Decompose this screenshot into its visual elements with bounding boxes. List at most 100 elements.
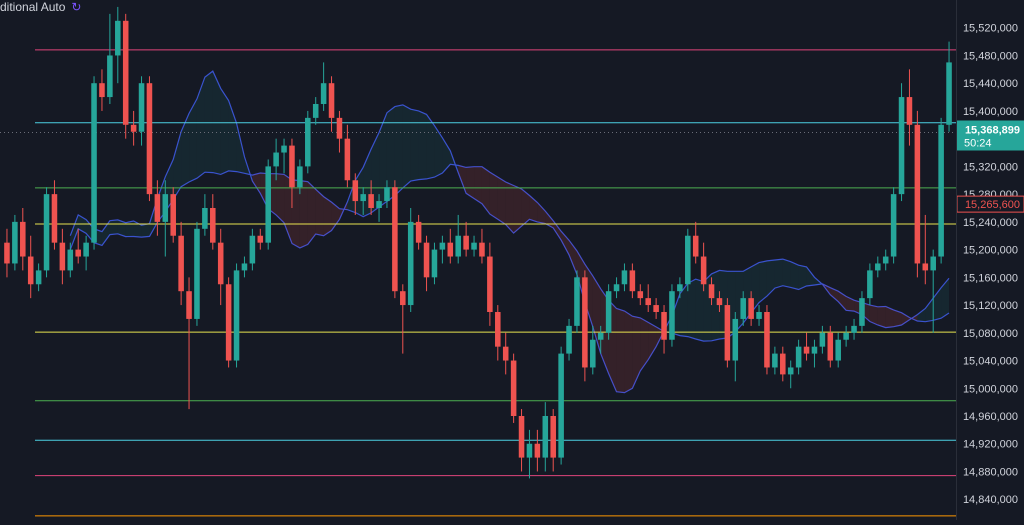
candle [320, 62, 327, 111]
indicator-label: ditional Auto [0, 0, 66, 14]
candle [27, 235, 34, 299]
candle [328, 76, 335, 132]
candle [605, 284, 612, 340]
candle [344, 124, 351, 188]
candle [653, 298, 659, 319]
candle [502, 332, 509, 375]
candle [685, 228, 691, 292]
current-price-label: 15,368,899 [965, 124, 1020, 136]
countdown-label: 50:24 [964, 137, 992, 149]
candle [257, 228, 264, 250]
candle [479, 228, 485, 264]
y-tick-label: 15,000,000 [963, 383, 1018, 395]
y-tick-label: 15,320,000 [963, 161, 1018, 173]
candle [566, 318, 572, 361]
y-tick-label: 14,840,000 [963, 494, 1018, 506]
y-tick-label: 15,120,000 [963, 300, 1018, 312]
candle [843, 325, 849, 347]
candle [20, 208, 26, 271]
y-tick-label: 15,200,000 [963, 245, 1018, 257]
candle [463, 221, 469, 257]
candle [225, 277, 232, 368]
candle [59, 228, 66, 285]
price-axis[interactable] [956, 0, 1024, 520]
candle [708, 277, 715, 306]
candle [732, 312, 739, 382]
candle [898, 83, 905, 202]
candle [938, 117, 944, 264]
candle [495, 305, 501, 361]
candle [289, 138, 295, 208]
candle [803, 332, 810, 361]
y-tick-label: 14,880,000 [963, 466, 1018, 478]
candle [281, 138, 287, 174]
candle [629, 263, 636, 299]
candle [130, 110, 137, 146]
y-tick-label: 15,400,000 [963, 106, 1018, 118]
candle [138, 76, 145, 146]
candle [233, 263, 240, 368]
candle [550, 409, 556, 472]
candle [360, 187, 366, 215]
candle [162, 180, 169, 257]
candle [590, 325, 596, 375]
candle [423, 235, 430, 292]
candle [835, 332, 841, 368]
candle [724, 298, 731, 368]
candle [447, 228, 454, 264]
candle [312, 97, 319, 125]
candle [748, 291, 754, 326]
candle [431, 242, 438, 285]
candle [764, 305, 770, 375]
candle [107, 13, 113, 104]
candle [534, 429, 541, 472]
y-tick-label: 15,160,000 [963, 272, 1018, 284]
candle [265, 159, 271, 250]
candle [669, 284, 675, 347]
candle [518, 409, 525, 472]
candle [772, 346, 778, 375]
candle [645, 284, 651, 312]
marked-price-label: 15,265,600 [965, 199, 1020, 211]
candles [4, 6, 952, 479]
candle [12, 214, 18, 271]
horizontal-levels [0, 49, 956, 517]
candle [336, 110, 343, 153]
cloud-span-b [69, 163, 950, 342]
candle [67, 242, 74, 278]
candle [700, 242, 707, 292]
candle [582, 270, 588, 382]
candle [75, 228, 81, 264]
candle [914, 110, 921, 278]
candle [122, 13, 129, 139]
candle [273, 138, 279, 181]
candle [384, 180, 390, 208]
candle [827, 325, 834, 368]
candle [194, 221, 200, 326]
current-price-tag [957, 120, 1024, 151]
candle [692, 221, 699, 264]
candle [376, 194, 382, 222]
candle [471, 235, 477, 257]
candle [716, 291, 723, 312]
cloud-span-a [69, 70, 950, 394]
candle [4, 228, 10, 278]
candle [811, 339, 818, 368]
indicator-toolbar: ditional Auto ↻ [0, 0, 81, 14]
y-tick-label: 15,520,000 [963, 23, 1018, 35]
candle [487, 242, 493, 326]
candle [558, 346, 564, 465]
candle [210, 194, 216, 250]
candle [439, 235, 446, 264]
candle [35, 263, 42, 292]
candle [890, 187, 897, 264]
candle [99, 69, 105, 111]
candle [542, 402, 549, 472]
refresh-icon[interactable]: ↻ [71, 0, 82, 14]
candle [875, 256, 881, 278]
candle [613, 277, 620, 299]
candle [597, 325, 604, 354]
